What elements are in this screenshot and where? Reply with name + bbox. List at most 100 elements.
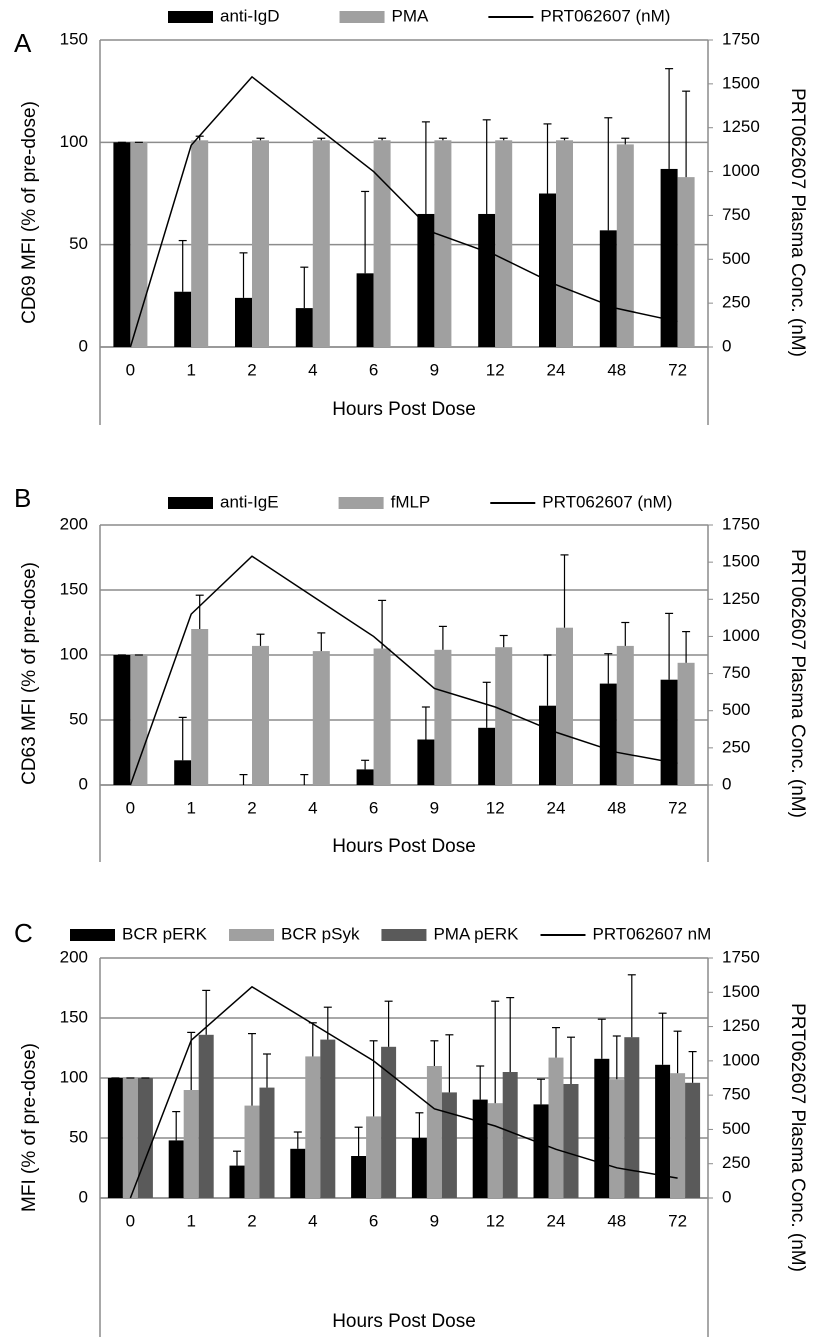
- legend-swatch: [168, 11, 213, 23]
- error-bar: [202, 989, 211, 1035]
- bar: [113, 142, 131, 347]
- error-bar: [263, 1053, 271, 1088]
- error-bar: [665, 68, 674, 169]
- error-bar: [688, 1050, 697, 1083]
- bar: [373, 140, 391, 347]
- x-tick-label: 4: [308, 1211, 317, 1230]
- error-bar: [438, 625, 447, 650]
- error-bar: [369, 1040, 378, 1117]
- error-bar: [239, 773, 248, 785]
- bar: [130, 655, 148, 785]
- y2-tick-label: 250: [722, 1153, 750, 1172]
- y2-tick-label: 500: [722, 1119, 750, 1138]
- bar: [660, 679, 678, 785]
- error-bar: [438, 137, 447, 141]
- x-tick-label: 0: [126, 798, 135, 817]
- bar: [252, 645, 269, 785]
- error-bar: [612, 1035, 621, 1080]
- bar: [533, 1104, 549, 1198]
- error-bar: [384, 1000, 393, 1047]
- error-bar: [482, 119, 491, 214]
- bar: [594, 1058, 610, 1198]
- bar: [417, 739, 435, 785]
- bar: [599, 230, 617, 347]
- line: [129, 555, 678, 786]
- x-tick-label: 1: [186, 1211, 195, 1230]
- y2-tick-label: 0: [722, 336, 731, 355]
- bar: [660, 168, 678, 347]
- panel-label: C: [14, 918, 33, 948]
- bar: [130, 142, 148, 347]
- y2-tick-label: 1250: [722, 1016, 760, 1035]
- error-bar: [233, 1150, 241, 1166]
- legend-swatch: [70, 929, 115, 941]
- bar: [174, 291, 192, 347]
- y-tick-label: 0: [79, 336, 88, 355]
- bar: [556, 627, 573, 785]
- bar: [655, 1064, 671, 1198]
- error-bar: [323, 1006, 332, 1040]
- x-tick-label: 2: [247, 360, 256, 379]
- y-tick-label: 0: [79, 774, 88, 793]
- bar: [312, 140, 330, 347]
- y-tick-label: 100: [60, 1067, 88, 1086]
- bar: [252, 140, 269, 347]
- bar: [320, 1039, 336, 1198]
- bar: [495, 647, 513, 785]
- error-bar: [476, 1065, 485, 1100]
- error-bar: [308, 1022, 317, 1057]
- y-tick-label: 150: [60, 579, 88, 598]
- error-bar: [178, 716, 187, 761]
- bar: [229, 1165, 245, 1198]
- x-tick-label: 9: [430, 798, 439, 817]
- x-tick-label: 72: [668, 360, 687, 379]
- x-tick-label: 0: [126, 360, 135, 379]
- bar: [122, 1078, 138, 1198]
- y-tick-label: 100: [60, 132, 88, 151]
- bar: [434, 649, 452, 785]
- error-bar: [604, 117, 613, 231]
- bar: [168, 1140, 184, 1198]
- bar: [191, 140, 209, 347]
- error-bar: [665, 612, 674, 680]
- bar: [174, 760, 192, 785]
- error-bar: [239, 252, 248, 298]
- bar: [312, 651, 330, 785]
- bar: [478, 727, 496, 785]
- bar: [373, 648, 391, 785]
- bar: [434, 140, 452, 347]
- error-bar: [560, 554, 569, 628]
- y2-tick-label: 750: [722, 1085, 750, 1104]
- y2-tick-label: 750: [722, 663, 750, 682]
- x-tick-label: 4: [308, 798, 317, 817]
- bar: [502, 1072, 518, 1198]
- y2-tick-label: 1500: [722, 982, 760, 1001]
- error-bar: [293, 1131, 302, 1149]
- y2-tick-label: 0: [722, 1187, 731, 1206]
- y2-tick-label: 1500: [722, 73, 760, 92]
- error-bar: [552, 1026, 560, 1058]
- error-bar: [627, 974, 636, 1038]
- panel-label: A: [14, 28, 32, 58]
- y-axis-title: CD63 MFI (% of pre-dose): [19, 562, 40, 785]
- error-bar: [378, 599, 387, 649]
- x-tick-label: 48: [607, 1211, 626, 1230]
- y2-axis-title: PRT062607 Plasma Conc. (nM): [787, 549, 808, 818]
- y2-tick-label: 500: [722, 700, 750, 719]
- legend-swatch: [229, 929, 275, 941]
- bar: [305, 1056, 321, 1198]
- y2-tick-label: 1000: [722, 161, 760, 180]
- legend-label: PMA: [392, 6, 430, 25]
- error-bar: [658, 1012, 667, 1065]
- bar: [539, 193, 556, 347]
- x-tick-label: 24: [547, 798, 566, 817]
- y2-axis-title: PRT062607 Plasma Conc. (nM): [787, 1003, 808, 1272]
- y2-tick-label: 500: [722, 249, 750, 268]
- x-tick-label: 12: [486, 798, 505, 817]
- y2-tick-label: 1750: [722, 29, 760, 48]
- error-bar: [560, 137, 569, 141]
- y2-tick-label: 1000: [722, 1050, 760, 1069]
- x-tick-label: 9: [430, 1211, 439, 1230]
- bar: [366, 1116, 382, 1198]
- x-tick-label: 1: [186, 360, 195, 379]
